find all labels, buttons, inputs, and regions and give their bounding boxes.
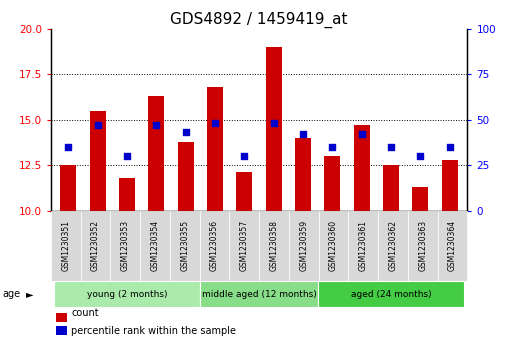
Point (152, 122, 161, 128)
Text: GSM1230364: GSM1230364 (448, 220, 457, 272)
Bar (266, 47, 282, 211)
Text: GSM1230356: GSM1230356 (210, 220, 219, 272)
Point (182, 130, 190, 135)
Text: middle aged (12 months): middle aged (12 months) (202, 290, 316, 299)
Bar (207, 87, 223, 211)
Bar (295, 138, 311, 211)
Bar (119, 178, 135, 211)
Text: GSM1230353: GSM1230353 (121, 220, 130, 272)
Bar (90, 111, 106, 211)
Text: ►: ► (26, 289, 34, 299)
Point (328, 144, 336, 150)
Point (299, 131, 307, 137)
Bar (441, 160, 458, 211)
Text: GSM1230360: GSM1230360 (329, 220, 338, 272)
Text: GSM1230358: GSM1230358 (269, 220, 278, 272)
Bar (383, 165, 399, 211)
Text: GSM1230363: GSM1230363 (418, 220, 427, 272)
Bar (236, 172, 252, 211)
Text: age: age (3, 289, 21, 299)
Text: aged (24 months): aged (24 months) (351, 290, 431, 299)
Text: percentile rank within the sample: percentile rank within the sample (71, 326, 236, 336)
Text: GSM1230352: GSM1230352 (91, 220, 100, 272)
Bar (178, 142, 194, 211)
Text: GSM1230361: GSM1230361 (359, 220, 368, 272)
Point (211, 121, 219, 126)
Bar (148, 96, 165, 211)
Point (387, 144, 395, 150)
Text: GSM1230351: GSM1230351 (61, 220, 70, 272)
Point (93, 122, 102, 128)
Bar (412, 187, 428, 211)
Bar (354, 125, 370, 211)
Point (240, 153, 248, 159)
Text: count: count (71, 308, 99, 318)
Point (446, 144, 454, 150)
Text: GSM1230362: GSM1230362 (389, 220, 397, 272)
Text: GSM1230355: GSM1230355 (180, 220, 189, 272)
Text: GSM1230357: GSM1230357 (240, 220, 249, 272)
Point (65, 144, 73, 150)
Bar (60, 165, 77, 211)
Bar (324, 156, 340, 211)
Title: GDS4892 / 1459419_at: GDS4892 / 1459419_at (170, 12, 348, 28)
Point (358, 131, 366, 137)
Text: GSM1230354: GSM1230354 (150, 220, 160, 272)
Point (123, 153, 131, 159)
Text: young (2 months): young (2 months) (87, 290, 167, 299)
Point (417, 153, 425, 159)
Point (270, 121, 278, 126)
Text: GSM1230359: GSM1230359 (299, 220, 308, 272)
